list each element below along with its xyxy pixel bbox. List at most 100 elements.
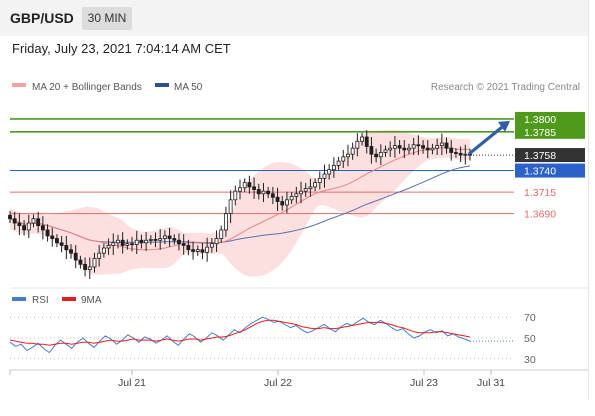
candle-body <box>402 147 407 151</box>
chart-datetime: Friday, July 23, 2021 7:04:14 AM CET <box>12 41 231 56</box>
level-label-bg-1.3800 <box>515 111 585 126</box>
candle-body <box>266 190 271 195</box>
level-label-bg-1.3740 <box>515 163 585 178</box>
candle-body <box>242 182 247 189</box>
time-tick-label-1: Jul 22 <box>264 377 292 389</box>
candle-body <box>22 225 27 231</box>
candle-body <box>78 259 83 265</box>
timeframe-button[interactable]: 30 MIN <box>82 7 132 30</box>
candle-body <box>238 187 242 192</box>
candle-body <box>125 243 130 246</box>
candle-body <box>369 146 374 155</box>
chart-header-bar: GBP/USD 30 MIN <box>0 0 589 36</box>
candle-body <box>228 199 233 214</box>
candle-body <box>153 238 158 241</box>
candle-body <box>364 136 369 147</box>
candle-body <box>270 193 275 198</box>
candle-body <box>322 173 327 179</box>
level-label-1.3690: 1.3690 <box>524 209 556 221</box>
bollinger-band-area <box>10 129 470 277</box>
candle-body <box>120 239 125 246</box>
rsi-line <box>9 316 471 354</box>
candle-body <box>350 147 355 155</box>
rsi-legend-label: RSI <box>32 295 49 306</box>
candle-body <box>36 218 41 227</box>
level-label-1.3715: 1.3715 <box>524 187 556 199</box>
candle-body <box>130 243 134 246</box>
candle-body <box>17 222 22 227</box>
candle-body <box>383 149 388 153</box>
candle-body <box>392 145 397 149</box>
candle-body <box>261 190 266 195</box>
candle-body <box>346 153 350 158</box>
candle-body <box>55 238 59 244</box>
candle-body <box>280 201 285 206</box>
candle-body <box>148 238 153 241</box>
candle-body <box>416 144 421 147</box>
candle-body <box>26 222 31 231</box>
candle-body <box>214 238 219 245</box>
candle-body <box>308 186 313 190</box>
candle-body <box>360 136 364 142</box>
current-price-label-bg <box>515 148 585 163</box>
candle-body <box>31 218 36 224</box>
candle-body <box>191 249 195 252</box>
level-label-1.3740: 1.3740 <box>524 166 556 178</box>
level-label-bg-1.3785 <box>515 124 585 139</box>
candle-body <box>172 238 177 241</box>
candle-body <box>430 147 435 151</box>
candle-body <box>12 218 17 224</box>
rsi-ma-legend-label: 9MA <box>81 295 102 306</box>
ma20-line <box>9 147 471 251</box>
research-credit: Research © 2021 Trading Central <box>431 82 580 93</box>
candle-body <box>181 243 186 246</box>
candle-body <box>275 196 280 202</box>
candle-body <box>73 252 78 261</box>
candle-body <box>425 147 430 151</box>
level-label-1.3785: 1.3785 <box>524 127 556 139</box>
time-tick-label-2: Jul 23 <box>410 377 438 389</box>
candle-body <box>50 235 55 239</box>
candle-body <box>200 249 205 253</box>
rsi-ma-line <box>9 319 471 346</box>
forecast-arrow-shaft <box>468 122 508 155</box>
candle-body <box>186 245 191 251</box>
candlesticks <box>8 130 472 279</box>
candle-body <box>463 153 468 156</box>
candle-body <box>435 145 440 149</box>
candle-body <box>209 243 214 248</box>
rsi-legend-swatch <box>12 297 26 301</box>
candle-body <box>378 152 383 158</box>
candle-body <box>453 152 458 154</box>
candle-body <box>106 245 111 249</box>
candle-body <box>223 213 228 231</box>
level-label-1.3800: 1.3800 <box>524 114 556 126</box>
candle-body <box>444 142 449 149</box>
moving-averages <box>9 147 471 251</box>
rsi-lines <box>9 316 514 354</box>
candle-body <box>97 252 102 259</box>
candle-body <box>92 257 97 268</box>
candle-body <box>317 177 322 184</box>
candle-body <box>411 144 416 149</box>
candle-body <box>134 239 139 245</box>
candle-body <box>313 182 318 188</box>
candle-body <box>458 152 463 156</box>
symbol-label: GBP/USD <box>10 10 74 26</box>
candle-body <box>355 140 360 149</box>
candle-body <box>341 156 346 162</box>
current-price-label: 1.3758 <box>524 150 556 162</box>
candle-body <box>449 147 454 153</box>
candle-body <box>162 235 167 239</box>
candle-body <box>299 190 303 195</box>
candle-body <box>111 242 116 246</box>
candle-body <box>285 199 289 206</box>
candle-body <box>397 145 402 149</box>
current-price-marker: 1.3758 <box>470 148 585 163</box>
rsi-ma-legend-swatch <box>62 297 76 301</box>
candle-body <box>327 169 332 175</box>
candle-body <box>45 229 50 237</box>
candle-body <box>83 263 88 270</box>
candle-body <box>303 188 308 192</box>
